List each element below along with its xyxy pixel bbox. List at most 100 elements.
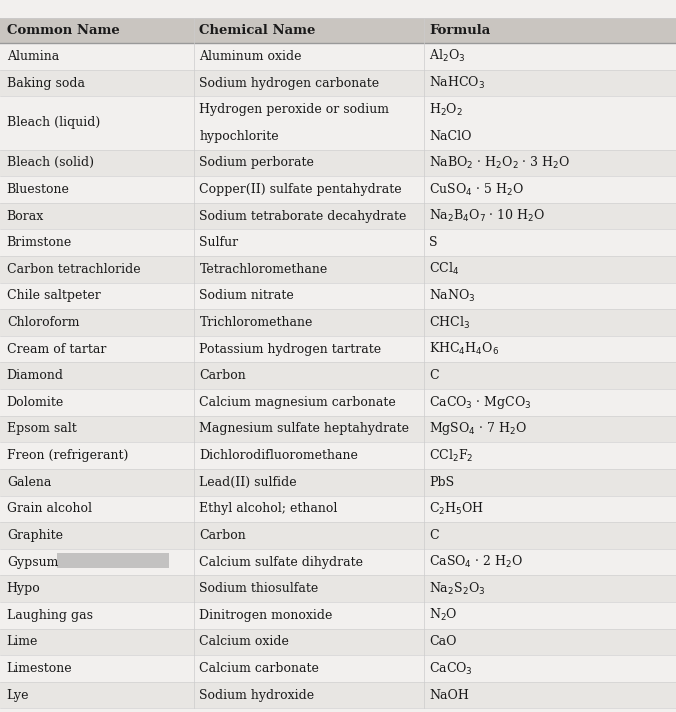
- Text: Carbon: Carbon: [199, 370, 246, 382]
- Bar: [0, 229, 676, 256]
- Text: CaSO$_4$ · 2 H$_2$O: CaSO$_4$ · 2 H$_2$O: [429, 554, 523, 570]
- Text: Al$_2$O$_3$: Al$_2$O$_3$: [429, 48, 466, 65]
- Text: CHCl$_3$: CHCl$_3$: [429, 315, 470, 330]
- Text: NaBO$_2$ · H$_2$O$_2$ · 3 H$_2$O: NaBO$_2$ · H$_2$O$_2$ · 3 H$_2$O: [429, 155, 571, 171]
- Bar: [0, 442, 676, 469]
- Bar: [0, 336, 676, 362]
- Bar: [0, 416, 676, 442]
- Text: Calcium sulfate dihydrate: Calcium sulfate dihydrate: [199, 555, 364, 569]
- Text: Dinitrogen monoxide: Dinitrogen monoxide: [199, 609, 333, 622]
- Text: Grain alcohol: Grain alcohol: [7, 503, 92, 515]
- Text: Sulfur: Sulfur: [199, 236, 239, 249]
- Text: Gypsum: Gypsum: [7, 555, 58, 569]
- Text: Lye: Lye: [7, 689, 29, 701]
- Text: Sodium nitrate: Sodium nitrate: [199, 289, 294, 303]
- Text: NaNO$_3$: NaNO$_3$: [429, 288, 476, 304]
- Text: H$_2$O$_2$: H$_2$O$_2$: [429, 102, 463, 117]
- Text: Calcium oxide: Calcium oxide: [199, 635, 289, 649]
- Bar: [0, 256, 676, 283]
- Text: CCl$_2$F$_2$: CCl$_2$F$_2$: [429, 448, 474, 464]
- Text: Hydrogen peroxide or sodium: Hydrogen peroxide or sodium: [199, 103, 389, 116]
- Text: Graphite: Graphite: [7, 529, 63, 542]
- Text: Lead(II) sulfide: Lead(II) sulfide: [199, 476, 297, 488]
- Bar: [0, 176, 676, 203]
- Bar: [0, 70, 676, 96]
- Text: Hypo: Hypo: [7, 582, 41, 595]
- Text: Na$_2$B$_4$O$_7$ · 10 H$_2$O: Na$_2$B$_4$O$_7$ · 10 H$_2$O: [429, 208, 546, 224]
- Bar: [0, 629, 676, 655]
- Text: Magnesium sulfate heptahydrate: Magnesium sulfate heptahydrate: [199, 422, 410, 436]
- Text: Common Name: Common Name: [7, 24, 120, 37]
- Text: C: C: [429, 370, 439, 382]
- Text: Lime: Lime: [7, 635, 38, 649]
- Text: KHC$_4$H$_4$O$_6$: KHC$_4$H$_4$O$_6$: [429, 341, 500, 357]
- Text: CCl$_4$: CCl$_4$: [429, 261, 460, 278]
- Bar: [0, 203, 676, 229]
- Text: CaO: CaO: [429, 635, 457, 649]
- Text: Na$_2$S$_2$O$_3$: Na$_2$S$_2$O$_3$: [429, 580, 485, 597]
- Text: C$_2$H$_5$OH: C$_2$H$_5$OH: [429, 501, 484, 517]
- Text: Potassium hydrogen tartrate: Potassium hydrogen tartrate: [199, 342, 381, 356]
- Text: Bleach (liquid): Bleach (liquid): [7, 117, 100, 130]
- Text: N$_2$O: N$_2$O: [429, 607, 458, 623]
- Text: Bluestone: Bluestone: [7, 183, 70, 196]
- Text: Sodium hydroxide: Sodium hydroxide: [199, 689, 314, 701]
- Text: CuSO$_4$ · 5 H$_2$O: CuSO$_4$ · 5 H$_2$O: [429, 182, 524, 197]
- Text: CaCO$_3$: CaCO$_3$: [429, 661, 473, 676]
- Text: hypochlorite: hypochlorite: [199, 130, 279, 142]
- Text: Freon (refrigerant): Freon (refrigerant): [7, 449, 128, 462]
- Bar: [0, 96, 676, 150]
- Text: Sodium thiosulfate: Sodium thiosulfate: [199, 582, 318, 595]
- Text: Dolomite: Dolomite: [7, 396, 64, 409]
- Text: Aluminum oxide: Aluminum oxide: [199, 50, 302, 63]
- Bar: [0, 309, 676, 336]
- Bar: [57, 553, 169, 568]
- Text: C: C: [429, 529, 439, 542]
- Text: Sodium perborate: Sodium perborate: [199, 157, 314, 169]
- Bar: [0, 362, 676, 389]
- Text: Chile saltpeter: Chile saltpeter: [7, 289, 101, 303]
- Text: Galena: Galena: [7, 476, 51, 488]
- Bar: [0, 655, 676, 682]
- Text: Carbon: Carbon: [199, 529, 246, 542]
- Text: S: S: [429, 236, 438, 249]
- Text: MgSO$_4$ · 7 H$_2$O: MgSO$_4$ · 7 H$_2$O: [429, 421, 527, 437]
- Text: Baking soda: Baking soda: [7, 76, 85, 90]
- Bar: [0, 43, 676, 70]
- Text: PbS: PbS: [429, 476, 454, 488]
- Text: NaOH: NaOH: [429, 689, 469, 701]
- Bar: [0, 602, 676, 629]
- Bar: [0, 682, 676, 708]
- Text: Ethyl alcohol; ethanol: Ethyl alcohol; ethanol: [199, 503, 338, 515]
- Text: NaHCO$_3$: NaHCO$_3$: [429, 75, 485, 91]
- Bar: [0, 150, 676, 176]
- Bar: [0, 18, 676, 43]
- Text: Calcium carbonate: Calcium carbonate: [199, 662, 319, 675]
- Text: Bleach (solid): Bleach (solid): [7, 157, 94, 169]
- Text: Carbon tetrachloride: Carbon tetrachloride: [7, 263, 141, 276]
- Bar: [0, 389, 676, 416]
- Bar: [0, 549, 676, 575]
- Text: Tetrachloromethane: Tetrachloromethane: [199, 263, 328, 276]
- Text: CaCO$_3$ · MgCO$_3$: CaCO$_3$ · MgCO$_3$: [429, 394, 531, 411]
- Text: Copper(II) sulfate pentahydrate: Copper(II) sulfate pentahydrate: [199, 183, 402, 196]
- Bar: [0, 283, 676, 309]
- Text: NaClO: NaClO: [429, 130, 472, 142]
- Text: Calcium magnesium carbonate: Calcium magnesium carbonate: [199, 396, 396, 409]
- Bar: [0, 469, 676, 496]
- Text: Alumina: Alumina: [7, 50, 59, 63]
- Text: Laughing gas: Laughing gas: [7, 609, 93, 622]
- Text: Dichlorodifluoromethane: Dichlorodifluoromethane: [199, 449, 358, 462]
- Text: Trichloromethane: Trichloromethane: [199, 316, 313, 329]
- Bar: [0, 522, 676, 549]
- Bar: [0, 496, 676, 522]
- Text: Sodium tetraborate decahydrate: Sodium tetraborate decahydrate: [199, 209, 407, 223]
- Text: Sodium hydrogen carbonate: Sodium hydrogen carbonate: [199, 76, 379, 90]
- Bar: [0, 575, 676, 602]
- Text: Chemical Name: Chemical Name: [199, 24, 316, 37]
- Text: Borax: Borax: [7, 209, 44, 223]
- Text: Limestone: Limestone: [7, 662, 72, 675]
- Text: Epsom salt: Epsom salt: [7, 422, 76, 436]
- Text: Cream of tartar: Cream of tartar: [7, 342, 106, 356]
- Text: Formula: Formula: [429, 24, 491, 37]
